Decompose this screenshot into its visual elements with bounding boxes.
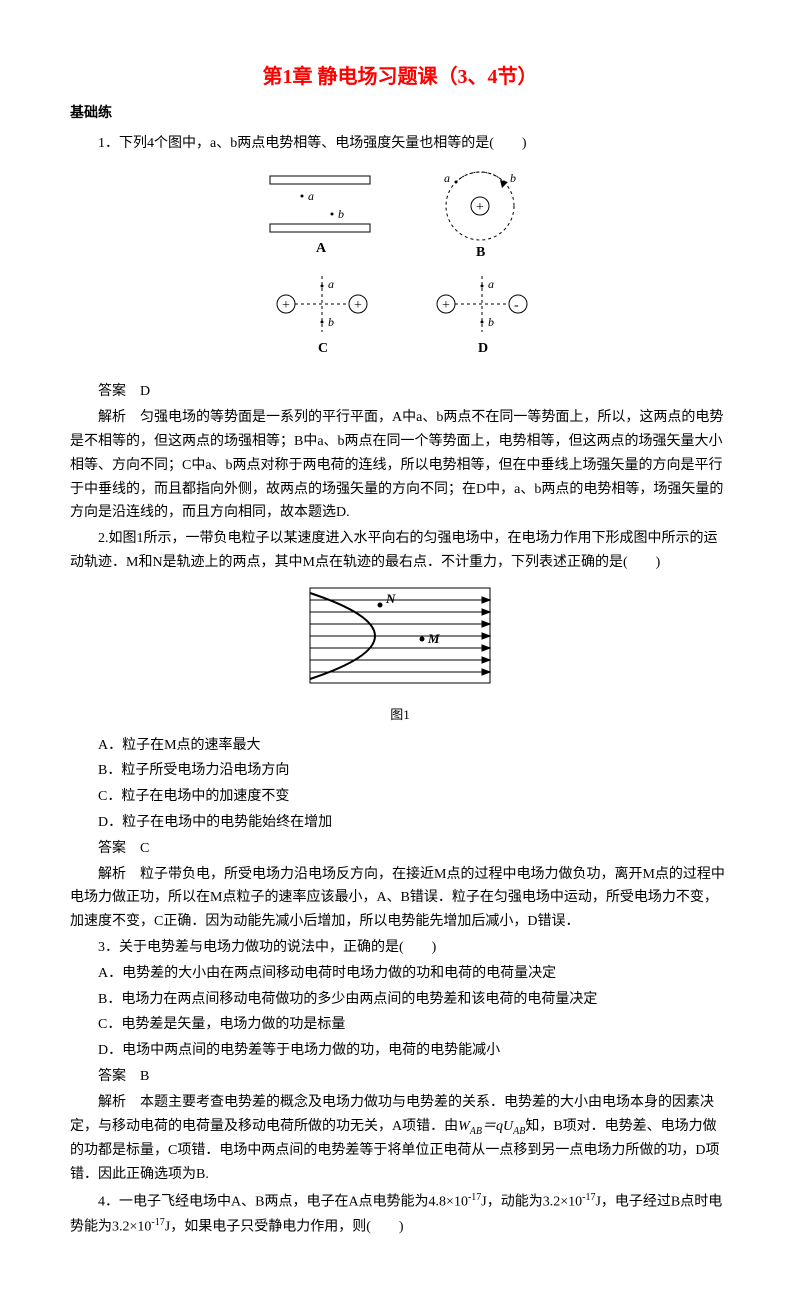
q1-explain: 解析 匀强电场的等势面是一系列的平行平面，A中a、b两点不在同一等势面上，所以，… <box>70 406 730 525</box>
q4-pre: 4．一电子飞经电场中A、B两点，电子在A点电势能为4.8×10 <box>98 1195 468 1210</box>
minus-d: - <box>514 298 519 313</box>
q3-optB: B．电场力在两点间移动电荷做功的多少由两点间的电势差和该电荷的电荷量决定 <box>70 988 730 1012</box>
section-header: 基础练 <box>70 102 730 126</box>
chapter-title: 第1章 静电场习题课（3、4节） <box>70 60 730 94</box>
q2-explain: 解析 粒子带负电，所受电场力沿电场反方向，在接近M点的过程中电场力做负功，离开M… <box>70 863 730 934</box>
q1-figure: a b A + a b B + + a b C + - <box>240 164 560 364</box>
q1-figure-block: a b A + a b B + + a b C + - <box>70 164 730 373</box>
q1-answer: 答案 D <box>70 380 730 404</box>
q4-mid1: J，动能为3.2×10 <box>481 1195 582 1210</box>
label-b-d: b <box>488 315 494 329</box>
q2-stem: 2.如图1所示，一带负电粒子以某速度进入水平向右的匀强电场中，在电场力作用下形成… <box>70 527 730 575</box>
q1-stem: 1．下列4个图中，a、b两点电势相等、电场强度矢量也相等的是( ) <box>70 132 730 156</box>
label-b-b: b <box>510 171 516 185</box>
q1-stem-text: 1．下列4个图中，a、b两点电势相等、电场强度矢量也相等的是( ) <box>98 136 527 151</box>
q3-optA: A．电势差的大小由在两点间移动电荷时电场力做的功和电荷的电荷量决定 <box>70 962 730 986</box>
label-b-c: b <box>328 315 334 329</box>
label-M: M <box>427 631 440 646</box>
label-a-b: a <box>444 171 450 185</box>
q3-stem: 3．关于电势差与电场力做功的说法中，正确的是( ) <box>70 936 730 960</box>
q3-formula: WAB＝qUAB <box>458 1119 525 1134</box>
q4-exp3: -17 <box>151 1217 164 1228</box>
plus-d: + <box>442 298 450 313</box>
q2-stem-text: 2.如图1所示，一带负电粒子以某速度进入水平向右的匀强电场中，在电场力作用下形成… <box>70 531 718 570</box>
fig-a: a b A <box>270 176 370 256</box>
fig-d: + - a b D <box>437 276 527 356</box>
label-a-d: a <box>488 277 494 291</box>
q2-optB: B．粒子所受电场力沿电场方向 <box>70 759 730 783</box>
label-b: b <box>338 207 344 221</box>
q3-answer: 答案 B <box>70 1065 730 1089</box>
q2-optD: D．粒子在电场中的电势能始终在增加 <box>70 811 730 835</box>
q2-figure: N M <box>300 583 500 693</box>
q2-figure-block: N M 图1 <box>70 583 730 726</box>
label-A: A <box>316 241 327 256</box>
q4-stem: 4．一电子飞经电场中A、B两点，电子在A点电势能为4.8×10-17J，动能为3… <box>70 1189 730 1240</box>
q2-optA: A．粒子在M点的速率最大 <box>70 734 730 758</box>
plus-c2: + <box>354 298 362 313</box>
q2-optC: C．粒子在电场中的加速度不变 <box>70 785 730 809</box>
fig-b: + a b B <box>444 171 516 260</box>
label-D: D <box>478 341 488 356</box>
q2-fig-caption: 图1 <box>70 704 730 726</box>
label-B: B <box>476 245 485 260</box>
label-a: a <box>308 189 314 203</box>
q3-explain: 解析 本题主要考查电势差的概念及电场力做功与电势差的关系．电势差的大小由电场本身… <box>70 1091 730 1187</box>
plus-b: + <box>476 200 484 215</box>
label-C: C <box>318 341 328 356</box>
label-N: N <box>385 591 396 606</box>
q4-exp2: -17 <box>582 1192 595 1203</box>
q3-optD: D．电场中两点间的电势差等于电场力做的功，电荷的电势能减小 <box>70 1039 730 1063</box>
label-a-c: a <box>328 277 334 291</box>
fig-c: + + a b C <box>277 276 367 356</box>
q3-optC: C．电势差是矢量，电场力做的功是标量 <box>70 1013 730 1037</box>
q4-exp1: -17 <box>468 1192 481 1203</box>
q2-answer: 答案 C <box>70 837 730 861</box>
plus-c1: + <box>282 298 290 313</box>
q4-post: J，如果电子只受静电力作用，则( ) <box>165 1220 404 1235</box>
